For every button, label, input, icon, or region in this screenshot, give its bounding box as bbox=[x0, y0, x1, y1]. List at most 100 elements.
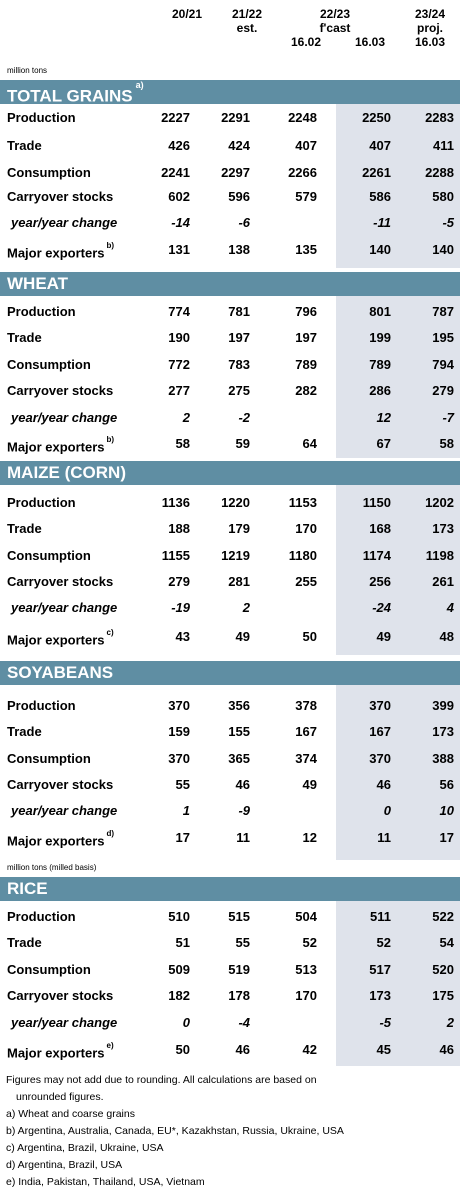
table-cell: 370 bbox=[168, 751, 190, 766]
table-row: Consumption 370 365 374 370 388 bbox=[0, 749, 460, 769]
table-row: Major exporters b) 58 59 64 67 58 bbox=[0, 434, 460, 454]
table-cell: 787 bbox=[432, 304, 454, 319]
table-cell: 190 bbox=[168, 330, 190, 345]
table-cell: 1150 bbox=[362, 495, 391, 510]
table-cell: 199 bbox=[369, 330, 391, 345]
table-cell: 197 bbox=[295, 330, 317, 345]
table-cell: 175 bbox=[432, 988, 454, 1003]
table-cell: 2297 bbox=[221, 165, 250, 180]
table-cell: 52 bbox=[302, 935, 317, 950]
table-cell: 579 bbox=[295, 189, 317, 204]
table-cell: 167 bbox=[369, 724, 391, 739]
table-row: Consumption 1155 1219 1180 1174 1198 bbox=[0, 546, 460, 566]
table-cell: 2291 bbox=[221, 110, 250, 125]
table-cell: 155 bbox=[228, 724, 250, 739]
table-cell: 399 bbox=[432, 698, 454, 713]
section-title: TOTAL GRAINS bbox=[7, 86, 133, 106]
table-cell: 580 bbox=[432, 189, 454, 204]
row-label-text: Carryover stocks bbox=[7, 383, 114, 398]
table-cell: 170 bbox=[295, 521, 317, 536]
header-col-2223-1603: 16.03 bbox=[354, 35, 386, 49]
row-label-text: year/year change bbox=[11, 215, 118, 230]
table-cell: 2241 bbox=[161, 165, 190, 180]
table-row: Major exporters d) 17 11 12 11 17 bbox=[0, 828, 460, 848]
table-cell: 0 bbox=[383, 803, 391, 818]
header-col-2223-fcast: f'cast bbox=[319, 21, 351, 35]
table-cell: 774 bbox=[168, 304, 190, 319]
row-footnote-ref: c) bbox=[106, 628, 114, 637]
table-cell: -11 bbox=[373, 215, 391, 230]
table-cell: 1153 bbox=[288, 495, 317, 510]
table-cell: -24 bbox=[372, 600, 391, 615]
table-cell: 12 bbox=[376, 410, 391, 425]
forecast-shade bbox=[336, 661, 460, 860]
header-col-2021: 20/21 bbox=[171, 7, 203, 21]
table-cell: 1155 bbox=[161, 548, 190, 563]
table-row: Consumption 2241 2297 2266 2261 2288 bbox=[0, 163, 460, 183]
table-cell: 356 bbox=[228, 698, 250, 713]
table-cell: 1180 bbox=[288, 548, 317, 563]
table-cell: 135 bbox=[295, 242, 317, 257]
row-label: Production bbox=[7, 302, 76, 322]
row-label: Major exporters b) bbox=[7, 434, 114, 457]
row-label-text: Production bbox=[7, 909, 76, 924]
footnote-d: d) Argentina, Brazil, USA bbox=[6, 1159, 123, 1171]
row-label-text: Consumption bbox=[7, 751, 91, 766]
table-cell: 509 bbox=[168, 962, 190, 977]
table-cell: 178 bbox=[228, 988, 250, 1003]
table-cell: 17 bbox=[175, 830, 190, 845]
row-label-text: Carryover stocks bbox=[7, 777, 114, 792]
table-row: Carryover stocks 602 596 579 586 580 bbox=[0, 187, 460, 207]
table-cell: 522 bbox=[432, 909, 454, 924]
section-header: WHEAT bbox=[0, 272, 460, 296]
table-cell: 2288 bbox=[425, 165, 454, 180]
table-cell: 55 bbox=[175, 777, 190, 792]
row-label-text: Production bbox=[7, 698, 76, 713]
forecast-shade bbox=[336, 272, 460, 458]
table-cell: 10 bbox=[439, 803, 454, 818]
table-cell: -7 bbox=[442, 410, 454, 425]
row-label-text: Major exporters bbox=[7, 833, 105, 849]
table-cell: 783 bbox=[228, 357, 250, 372]
forecast-shade bbox=[336, 877, 460, 1066]
table-cell: 2 bbox=[446, 1015, 454, 1030]
table-cell: 586 bbox=[369, 189, 391, 204]
table-cell: 520 bbox=[432, 962, 454, 977]
section-title: WHEAT bbox=[7, 274, 69, 293]
table-cell: -6 bbox=[238, 215, 250, 230]
table-cell: 54 bbox=[439, 935, 454, 950]
footnote-c: c) Argentina, Brazil, Ukraine, USA bbox=[6, 1142, 164, 1154]
row-label: Trade bbox=[7, 328, 42, 348]
row-label: Production bbox=[7, 493, 76, 513]
table-cell: 2 bbox=[242, 600, 250, 615]
table-cell: 1 bbox=[182, 803, 190, 818]
table-cell: 517 bbox=[369, 962, 391, 977]
row-label-text: Trade bbox=[7, 935, 42, 950]
row-label: Major exporters e) bbox=[7, 1040, 114, 1063]
table-row: Major exporters c) 43 49 50 49 48 bbox=[0, 627, 460, 647]
table-cell: 1202 bbox=[425, 495, 454, 510]
section-title: RICE bbox=[7, 879, 48, 898]
table-cell: 58 bbox=[175, 436, 190, 451]
table-cell: 48 bbox=[439, 629, 454, 644]
footnote-rounding-2: unrounded figures. bbox=[16, 1091, 104, 1103]
table-cell: 388 bbox=[432, 751, 454, 766]
table-cell: 17 bbox=[439, 830, 454, 845]
table-cell: 173 bbox=[432, 521, 454, 536]
row-label: Trade bbox=[7, 519, 42, 539]
unit-label: million tons bbox=[7, 66, 48, 75]
table-cell: 12 bbox=[302, 830, 317, 845]
table-cell: 2250 bbox=[362, 110, 391, 125]
table-cell: 370 bbox=[168, 698, 190, 713]
footnote-a: a) Wheat and coarse grains bbox=[6, 1108, 135, 1120]
row-label: Production bbox=[7, 108, 76, 128]
table-cell: 279 bbox=[168, 574, 190, 589]
table-cell: 46 bbox=[235, 1042, 250, 1057]
table-cell: 43 bbox=[175, 629, 190, 644]
table-cell: 2248 bbox=[288, 110, 317, 125]
table-cell: 504 bbox=[295, 909, 317, 924]
table-cell: 159 bbox=[168, 724, 190, 739]
row-footnote-ref: b) bbox=[106, 435, 115, 444]
row-footnote-ref: b) bbox=[106, 241, 115, 250]
row-label-text: Consumption bbox=[7, 548, 91, 563]
